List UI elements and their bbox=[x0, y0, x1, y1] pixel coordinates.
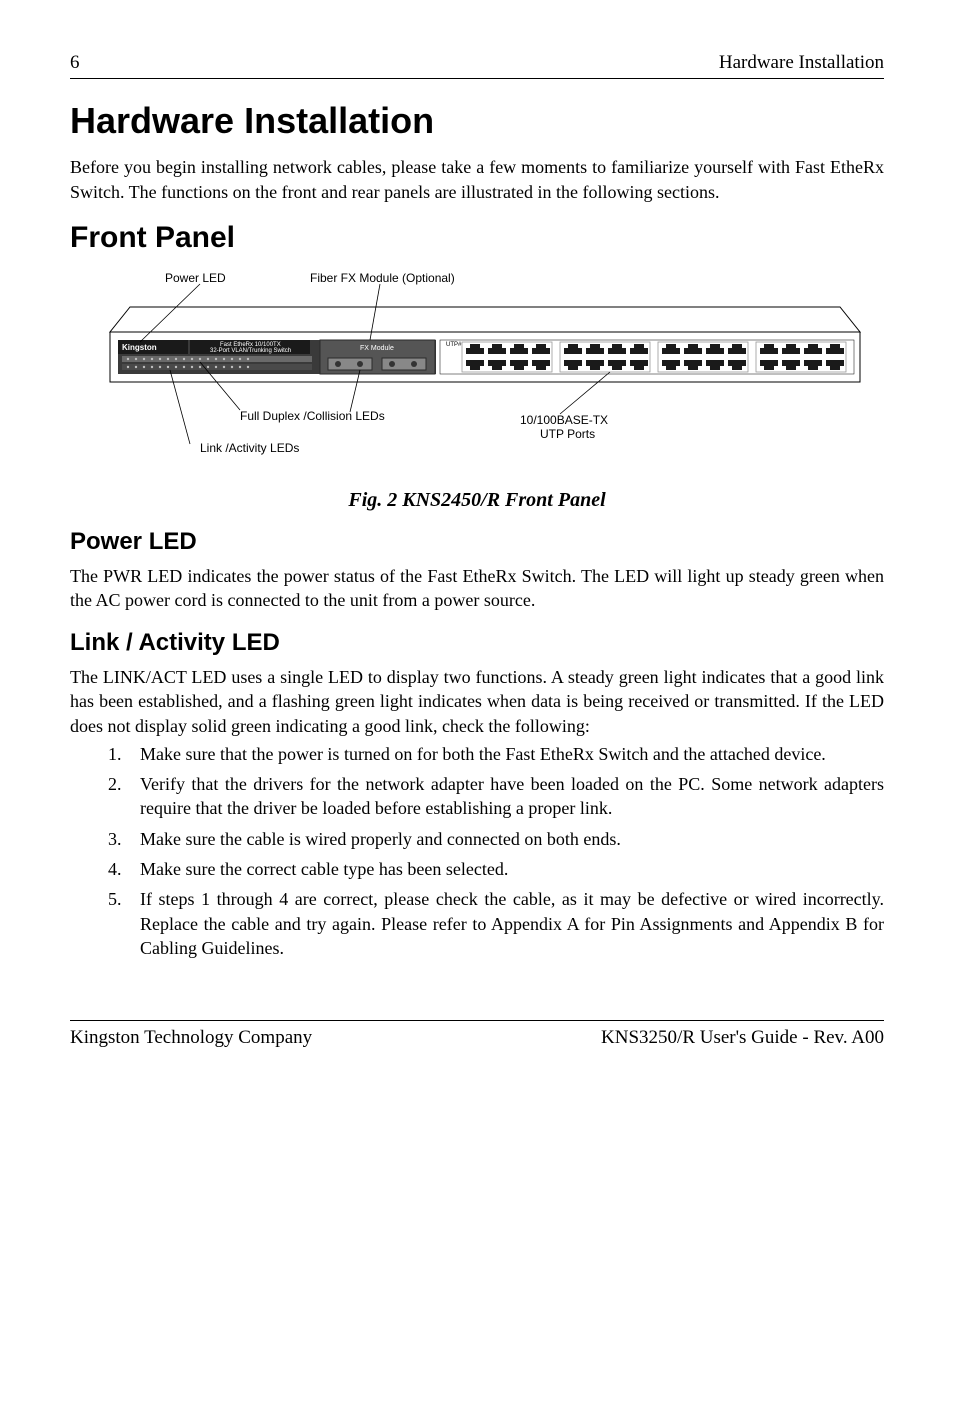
fx-slot-2 bbox=[382, 358, 426, 370]
header-section-title: Hardware Installation bbox=[719, 50, 884, 76]
step-5: If steps 1 through 4 are correct, please… bbox=[108, 887, 884, 960]
fx-jack-1b bbox=[357, 361, 363, 367]
brand-text: Kingston bbox=[122, 343, 157, 352]
front-panel-heading: Front Panel bbox=[70, 218, 884, 259]
fx-slot-1 bbox=[328, 358, 372, 370]
device-line2: 32-Port VLAN/Trunking Switch bbox=[210, 348, 291, 354]
fx-jack-1a bbox=[335, 361, 341, 367]
step-1: Make sure that the power is turned on fo… bbox=[108, 742, 884, 766]
figure-caption: Fig. 2 KNS2450/R Front Panel bbox=[70, 487, 884, 514]
footer-right: KNS3250/R User's Guide - Rev. A00 bbox=[601, 1025, 884, 1051]
step-3: Make sure the cable is wired properly an… bbox=[108, 827, 884, 851]
front-panel-diagram: Power LED Fiber FX Module (Optional) Kin… bbox=[70, 262, 884, 478]
power-led-text: The PWR LED indicates the power status o… bbox=[70, 564, 884, 613]
label-power-led: Power LED bbox=[165, 271, 226, 285]
step-4: Make sure the correct cable type has bee… bbox=[108, 857, 884, 881]
chassis-top bbox=[110, 307, 860, 332]
page-title: Hardware Installation bbox=[70, 97, 884, 146]
page-footer: Kingston Technology Company KNS3250/R Us… bbox=[70, 1020, 884, 1051]
page-number: 6 bbox=[70, 50, 80, 76]
label-link-activity: Link /Activity LEDs bbox=[200, 441, 299, 455]
link-activity-intro: The LINK/ACT LED uses a single LED to di… bbox=[70, 665, 884, 738]
label-utp-ports-line2: UTP Ports bbox=[540, 427, 595, 441]
port-row-label-top: UTP# bbox=[446, 342, 462, 348]
label-fiber-module: Fiber FX Module (Optional) bbox=[310, 271, 455, 285]
step-2: Verify that the drivers for the network … bbox=[108, 772, 884, 821]
label-full-duplex: Full Duplex /Collision LEDs bbox=[240, 409, 385, 423]
troubleshooting-steps: Make sure that the power is turned on fo… bbox=[70, 742, 884, 960]
link-activity-heading: Link / Activity LED bbox=[70, 627, 884, 659]
power-led-heading: Power LED bbox=[70, 526, 884, 558]
fx-jack-2a bbox=[389, 361, 395, 367]
fx-module-label: FX Module bbox=[360, 345, 394, 352]
fx-jack-2b bbox=[411, 361, 417, 367]
switch-diagram-svg: Power LED Fiber FX Module (Optional) Kin… bbox=[70, 262, 884, 472]
page-header: 6 Hardware Installation bbox=[70, 50, 884, 79]
intro-paragraph: Before you begin installing network cabl… bbox=[70, 155, 884, 204]
footer-left: Kingston Technology Company bbox=[70, 1025, 312, 1051]
label-utp-ports-line1: 10/100BASE-TX bbox=[520, 413, 608, 427]
